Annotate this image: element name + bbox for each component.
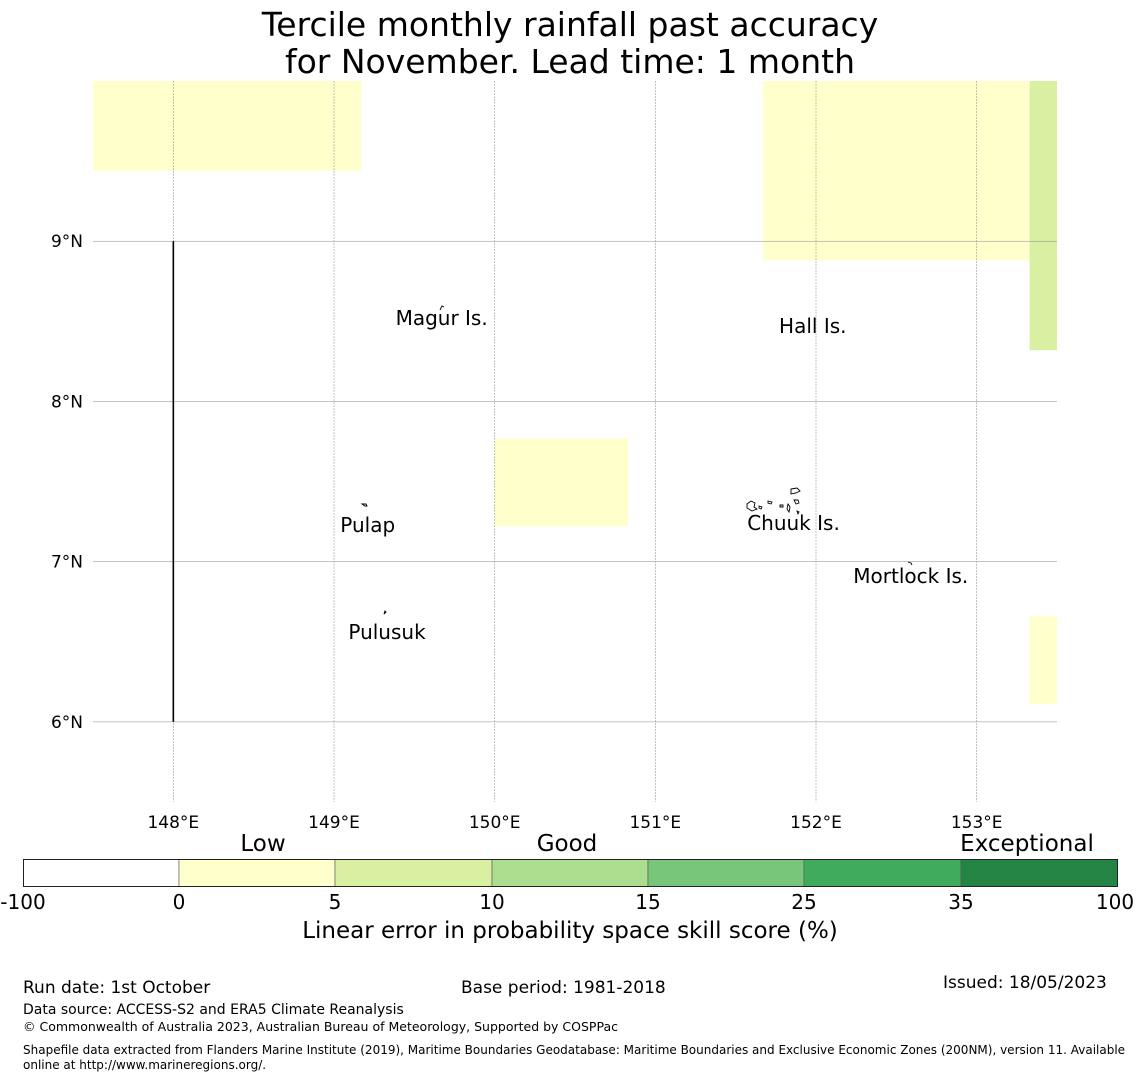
data-source: Data source: ACCESS-S2 and ERA5 Climate … <box>23 1002 404 1018</box>
colorbar-caption-low: Low <box>240 831 286 857</box>
colorbar-box <box>647 859 805 887</box>
skill-cell <box>1029 616 1057 705</box>
colorbar-box <box>803 859 962 887</box>
island-label: Magur Is. <box>396 306 488 330</box>
skill-cell <box>762 81 1030 261</box>
island-outlines-layer <box>360 305 913 615</box>
colorbar-tick: 15 <box>635 890 661 914</box>
shapefile-credit-line-1: Shapefile data extracted from Flanders M… <box>23 1043 1126 1057</box>
lon-tick-label: 153°E <box>951 813 1003 833</box>
island-label: Mortlock Is. <box>853 564 968 588</box>
shapefile-credit-line-2: online at http://www.marineregions.org/. <box>23 1058 267 1072</box>
lat-tick-label: 7°N <box>51 553 83 573</box>
mortlock-island-outline <box>907 561 913 566</box>
lon-tick-label: 148°E <box>147 813 199 833</box>
map-title: Tercile monthly rainfall past accuracy f… <box>0 6 1140 80</box>
colorbar-tick: 100 <box>1095 890 1135 914</box>
island-label: Pulap <box>340 513 395 537</box>
colorbar-frame <box>23 859 1118 887</box>
map-plot: Magur Is. Hall Is. Pulap Chuuk Is. Mortlock … <box>51 81 1057 833</box>
pulap-island-outline <box>360 503 368 507</box>
lon-tick-label: 152°E <box>790 813 842 833</box>
colorbar-box <box>491 859 649 887</box>
magur-island-outline <box>439 305 445 311</box>
skill-cell <box>93 81 362 171</box>
colorbar-caption-good: Good <box>536 831 598 857</box>
lon-tick-label: 150°E <box>469 813 521 833</box>
issued-date: Issued: 18/05/2023 <box>943 973 1107 993</box>
island-label: Hall Is. <box>779 314 846 338</box>
gridlines-layer <box>93 81 1057 802</box>
skill-cells-layer <box>93 81 1057 705</box>
colorbar-box <box>334 859 493 887</box>
colorbar-boxes <box>23 859 1118 887</box>
pulusuk-island-outline <box>383 610 387 615</box>
colorbar-caption-exceptional: Exceptional <box>960 831 1094 857</box>
colorbar-tick: 25 <box>791 890 817 914</box>
colorbar <box>23 859 1118 887</box>
skill-cell <box>494 438 629 527</box>
lat-tick-label: 8°N <box>51 392 83 412</box>
colorbar-box <box>960 859 1118 887</box>
copyright-notice: © Commonwealth of Australia 2023, Austra… <box>23 1019 618 1034</box>
skill-cell <box>1029 81 1057 351</box>
island-labels-layer: Magur Is. Hall Is. Pulap Chuuk Is. Mortlock … <box>340 306 968 644</box>
title-line-2: for November. Lead time: 1 month <box>284 42 855 81</box>
island-label: Pulusuk <box>348 620 426 644</box>
title-line-1: Tercile monthly rainfall past accuracy <box>261 5 879 44</box>
lat-tick-label: 9°N <box>51 232 83 252</box>
axis-tick-labels-layer: 148°E 149°E 150°E 151°E 152°E 153°E 9°N 8°N 7°N 6… <box>51 232 1003 833</box>
colorbar-box <box>178 859 336 887</box>
colorbar-label: Linear error in probability space skill … <box>302 918 838 944</box>
run-date: Run date: 1st October <box>23 978 211 998</box>
colorbar-tick: -100 <box>0 890 46 914</box>
lon-tick-label: 151°E <box>629 813 681 833</box>
lon-tick-label: 149°E <box>308 813 360 833</box>
colorbar-tick: 35 <box>948 890 974 914</box>
colorbar-tick: 0 <box>172 890 186 914</box>
base-period: Base period: 1981-2018 <box>461 978 666 998</box>
chuuk-lagoon-outlines <box>746 487 801 516</box>
colorbar-box <box>23 859 180 887</box>
lat-tick-label: 6°N <box>51 713 83 733</box>
colorbar-tick: 5 <box>328 890 342 914</box>
colorbar-tick: 10 <box>479 890 505 914</box>
island-label: Chuuk Is. <box>747 511 840 535</box>
